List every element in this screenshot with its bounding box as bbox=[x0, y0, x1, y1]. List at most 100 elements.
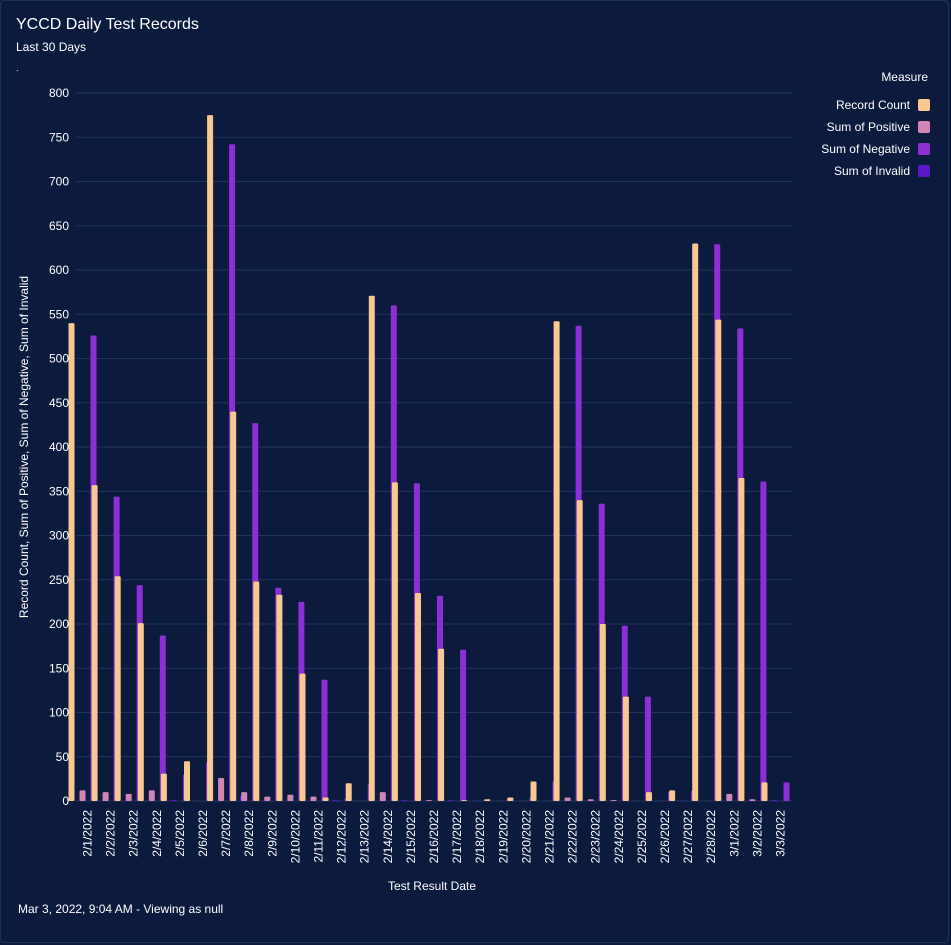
x-tick-label: 2/16/2022 bbox=[427, 810, 441, 864]
legend-item[interactable]: Sum of Invalid bbox=[790, 160, 930, 182]
bar-sum-of-positive[interactable] bbox=[726, 793, 733, 801]
bar-record-count[interactable] bbox=[415, 593, 421, 801]
x-tick-label: 2/5/2022 bbox=[173, 810, 187, 857]
legend: Measure Record Count Sum of Positive Sum o… bbox=[790, 70, 930, 182]
y-axis-label: Record Count, Sum of Positive, Sum of Ne… bbox=[17, 276, 31, 618]
y-tick-label: 100 bbox=[49, 706, 69, 720]
bar-sum-of-positive[interactable] bbox=[241, 792, 248, 801]
legend-title: Measure bbox=[881, 70, 928, 84]
y-tick-label: 250 bbox=[49, 573, 69, 587]
bar-record-count[interactable] bbox=[207, 115, 214, 802]
bar-sum-of-negative[interactable] bbox=[783, 782, 790, 801]
bar-record-count[interactable] bbox=[530, 781, 537, 802]
legend-swatch bbox=[918, 99, 930, 111]
y-tick-label: 450 bbox=[49, 396, 69, 410]
y-tick-label: 200 bbox=[49, 617, 69, 631]
x-tick-label: 2/23/2022 bbox=[589, 810, 603, 864]
x-tick-label: 2/10/2022 bbox=[288, 810, 302, 864]
bar-record-count[interactable] bbox=[391, 482, 398, 801]
legend-item-label: Sum of Invalid bbox=[833, 164, 910, 178]
bar-sum-of-invalid[interactable] bbox=[401, 800, 408, 801]
bar-record-count[interactable] bbox=[738, 478, 745, 801]
bar-record-count[interactable] bbox=[114, 576, 121, 801]
bar-record-count[interactable] bbox=[507, 797, 514, 802]
x-tick-label: 2/12/2022 bbox=[335, 810, 349, 864]
bar-sum-of-invalid[interactable] bbox=[771, 800, 778, 801]
bar-sum-of-positive[interactable] bbox=[426, 800, 432, 801]
bar-record-count[interactable] bbox=[646, 792, 652, 801]
bar-sum-of-invalid[interactable] bbox=[448, 800, 454, 801]
x-tick-label: 2/4/2022 bbox=[150, 810, 164, 857]
bar-sum-of-negative[interactable] bbox=[159, 635, 166, 802]
bar-sum-of-positive[interactable] bbox=[587, 799, 594, 801]
bar-record-count[interactable] bbox=[137, 623, 144, 801]
x-tick-label: 2/8/2022 bbox=[242, 810, 256, 857]
y-tick-label: 500 bbox=[49, 352, 69, 366]
legend-item[interactable]: Record Count bbox=[790, 94, 930, 116]
bar-record-count[interactable] bbox=[184, 761, 190, 801]
bar-record-count[interactable] bbox=[599, 624, 606, 801]
bar-sum-of-negative[interactable] bbox=[321, 679, 328, 801]
bar-sum-of-invalid[interactable] bbox=[332, 800, 339, 801]
bar-record-count[interactable] bbox=[669, 790, 676, 801]
legend-item-label: Record Count bbox=[835, 98, 910, 112]
bar-record-count[interactable] bbox=[484, 799, 491, 801]
bar-record-count[interactable] bbox=[553, 321, 560, 801]
bar-sum-of-negative[interactable] bbox=[460, 649, 467, 801]
x-tick-label: 2/7/2022 bbox=[219, 810, 233, 857]
bar-sum-of-negative[interactable] bbox=[760, 481, 767, 802]
y-tick-label: 600 bbox=[49, 263, 69, 277]
bar-record-count[interactable] bbox=[299, 673, 306, 801]
bar-record-count[interactable] bbox=[322, 797, 329, 802]
bar-sum-of-positive[interactable] bbox=[610, 800, 617, 801]
bar-sum-of-positive[interactable] bbox=[564, 797, 571, 802]
y-tick-label: 750 bbox=[49, 130, 69, 144]
bar-record-count[interactable] bbox=[345, 783, 352, 801]
bar-record-count[interactable] bbox=[622, 696, 629, 801]
bar-sum-of-positive[interactable] bbox=[310, 796, 317, 801]
y-tick-label: 150 bbox=[49, 661, 69, 675]
bar-sum-of-positive[interactable] bbox=[749, 799, 756, 801]
x-tick-label: 2/13/2022 bbox=[358, 810, 372, 864]
y-tick-label: 550 bbox=[49, 307, 69, 321]
bar-record-count[interactable] bbox=[91, 485, 98, 801]
bar-record-count[interactable] bbox=[160, 773, 167, 801]
bar-sum-of-positive[interactable] bbox=[79, 790, 86, 801]
x-tick-label: 2/26/2022 bbox=[658, 810, 672, 864]
legend-item[interactable]: Sum of Positive bbox=[790, 116, 930, 138]
bar-sum-of-invalid[interactable] bbox=[170, 800, 177, 801]
bar-sum-of-negative[interactable] bbox=[644, 696, 651, 801]
x-tick-label: 2/28/2022 bbox=[704, 810, 718, 864]
y-axis-ticks: 0 50 100 150 200 250 300 350 400 450 500 550 600 650 7… bbox=[49, 86, 69, 808]
chart-subtitle: Last 30 Days bbox=[16, 40, 87, 54]
bar-record-count[interactable] bbox=[68, 323, 75, 801]
bars bbox=[68, 115, 790, 802]
x-tick-label: 2/24/2022 bbox=[612, 810, 626, 864]
bar-record-count[interactable] bbox=[230, 411, 237, 801]
bar-record-count[interactable] bbox=[761, 782, 768, 801]
x-axis-label: Test Result Date bbox=[388, 879, 476, 893]
bar-record-count[interactable] bbox=[461, 800, 468, 801]
bar-record-count[interactable] bbox=[368, 295, 375, 801]
bar-sum-of-positive[interactable] bbox=[287, 794, 294, 801]
bar-record-count[interactable] bbox=[715, 319, 722, 801]
bar-record-count[interactable] bbox=[253, 581, 260, 802]
y-tick-label: 800 bbox=[49, 86, 69, 100]
bar-record-count[interactable] bbox=[576, 500, 583, 801]
bar-sum-of-positive[interactable] bbox=[148, 790, 155, 801]
y-tick-label: 50 bbox=[56, 750, 70, 764]
y-tick-label: 400 bbox=[49, 440, 69, 454]
legend-item[interactable]: Sum of Negative bbox=[790, 138, 930, 160]
bar-sum-of-positive[interactable] bbox=[264, 796, 271, 801]
bar-sum-of-positive[interactable] bbox=[379, 792, 386, 801]
x-tick-label: 2/11/2022 bbox=[312, 810, 326, 863]
bar-sum-of-positive[interactable] bbox=[125, 793, 132, 801]
legend-swatch bbox=[918, 143, 930, 155]
bar-record-count[interactable] bbox=[276, 594, 283, 801]
bar-record-count[interactable] bbox=[692, 243, 699, 802]
bar-sum-of-positive[interactable] bbox=[102, 792, 109, 801]
bar-record-count[interactable] bbox=[438, 648, 445, 801]
subtitle-dot: . bbox=[16, 63, 19, 73]
y-tick-label: 700 bbox=[49, 175, 69, 189]
bar-sum-of-positive[interactable] bbox=[218, 778, 225, 801]
